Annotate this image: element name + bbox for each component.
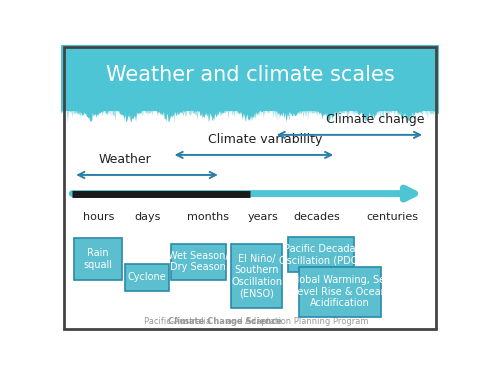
Text: days: days xyxy=(135,212,161,222)
Text: centuries: centuries xyxy=(366,212,418,222)
Text: Weather and climate scales: Weather and climate scales xyxy=(106,65,394,85)
FancyBboxPatch shape xyxy=(74,238,122,279)
FancyBboxPatch shape xyxy=(125,264,169,291)
FancyBboxPatch shape xyxy=(288,237,354,272)
Text: Climate variability: Climate variability xyxy=(208,133,323,146)
Text: months: months xyxy=(187,212,229,222)
FancyBboxPatch shape xyxy=(299,267,381,317)
Polygon shape xyxy=(61,96,439,122)
Text: years: years xyxy=(248,212,279,222)
Text: Climate change: Climate change xyxy=(326,113,424,126)
Text: El Niño/
Southern
Oscillation
(ENSO): El Niño/ Southern Oscillation (ENSO) xyxy=(231,254,282,298)
Text: Climate Change Science: Climate Change Science xyxy=(168,317,282,326)
Text: Global Warming, Sea
Level Rise & Ocean
Acidification: Global Warming, Sea Level Rise & Ocean A… xyxy=(289,275,391,308)
FancyBboxPatch shape xyxy=(171,244,225,279)
Text: Rain
squall: Rain squall xyxy=(83,248,112,270)
Text: Cyclone: Cyclone xyxy=(128,272,166,282)
Text: decades: decades xyxy=(293,212,340,222)
Text: and Adaptation Planning Program: and Adaptation Planning Program xyxy=(224,317,368,326)
FancyBboxPatch shape xyxy=(61,45,439,110)
Text: Wet Season/
Dry Season: Wet Season/ Dry Season xyxy=(168,251,228,272)
FancyBboxPatch shape xyxy=(231,244,282,308)
Text: Pacific-Australia: Pacific-Australia xyxy=(144,317,214,326)
Text: Weather: Weather xyxy=(99,153,152,166)
Text: Pacific Decadal
Oscillation (PDO): Pacific Decadal Oscillation (PDO) xyxy=(280,244,363,265)
Text: hours: hours xyxy=(83,212,115,222)
Polygon shape xyxy=(61,105,439,124)
